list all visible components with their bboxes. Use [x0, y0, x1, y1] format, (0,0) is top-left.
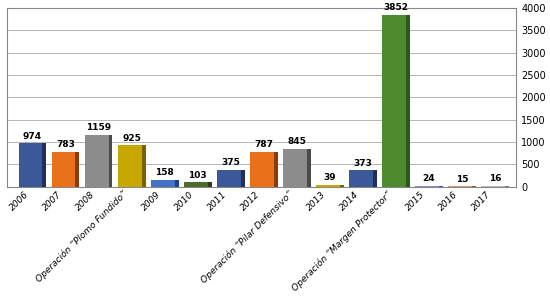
Bar [349, 170, 373, 187]
Text: 15: 15 [456, 175, 468, 184]
Bar [283, 149, 307, 187]
Text: 787: 787 [254, 140, 273, 149]
Polygon shape [505, 186, 509, 187]
Bar [184, 182, 208, 187]
Text: 1159: 1159 [86, 124, 111, 132]
Bar [19, 143, 42, 187]
Text: 974: 974 [23, 132, 42, 141]
Text: 845: 845 [288, 138, 306, 146]
Polygon shape [340, 185, 344, 187]
Text: 24: 24 [423, 174, 435, 183]
Text: 375: 375 [221, 159, 240, 168]
Text: 16: 16 [489, 174, 502, 184]
Text: 39: 39 [323, 173, 336, 182]
Text: 158: 158 [155, 168, 174, 177]
Text: 783: 783 [56, 140, 75, 149]
Bar [481, 186, 505, 187]
Polygon shape [241, 170, 245, 187]
Text: 3852: 3852 [383, 3, 409, 12]
Polygon shape [439, 186, 443, 187]
Polygon shape [108, 135, 113, 187]
Bar [316, 185, 340, 187]
Polygon shape [75, 152, 79, 187]
Bar [217, 170, 241, 187]
Bar [415, 186, 439, 187]
Polygon shape [208, 182, 212, 187]
Bar [250, 151, 274, 187]
Text: 103: 103 [189, 170, 207, 180]
Text: 925: 925 [122, 134, 141, 143]
Bar [52, 152, 75, 187]
Bar [85, 135, 108, 187]
Bar [118, 145, 141, 187]
Polygon shape [42, 143, 46, 187]
Polygon shape [141, 145, 146, 187]
Polygon shape [406, 15, 410, 187]
Polygon shape [307, 149, 311, 187]
Bar [151, 180, 174, 187]
Bar [448, 186, 472, 187]
Polygon shape [274, 151, 278, 187]
Polygon shape [174, 180, 179, 187]
Polygon shape [373, 170, 377, 187]
Polygon shape [472, 186, 476, 187]
Bar [382, 15, 406, 187]
Text: 373: 373 [354, 159, 372, 168]
